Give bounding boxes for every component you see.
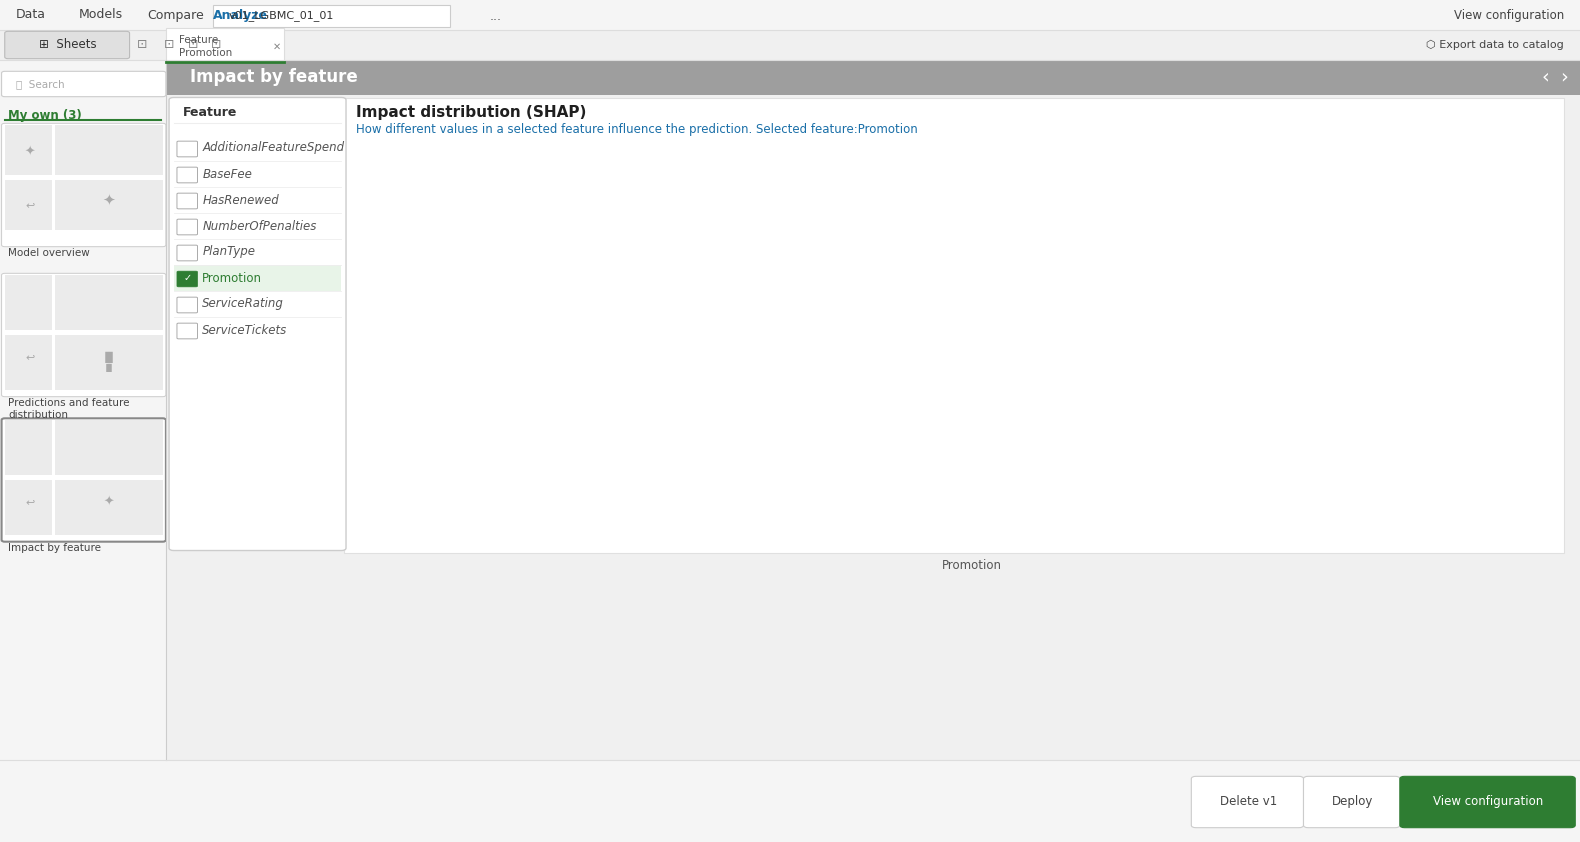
Text: ⊡: ⊡ <box>137 39 147 51</box>
Text: Deploy: Deploy <box>1332 795 1373 808</box>
PathPatch shape <box>1206 348 1307 386</box>
Text: ⊞  Sheets: ⊞ Sheets <box>40 39 96 51</box>
Text: Impact distribution (SHAP): Impact distribution (SHAP) <box>356 105 586 120</box>
Text: ↩: ↩ <box>25 352 35 362</box>
X-axis label: Promotion: Promotion <box>942 559 1002 572</box>
Text: ✦: ✦ <box>25 146 35 158</box>
Text: Data: Data <box>16 8 46 22</box>
Text: ▐▌: ▐▌ <box>101 351 117 363</box>
Text: ⊡: ⊡ <box>164 39 174 51</box>
Text: 🔍  Search: 🔍 Search <box>16 79 65 89</box>
Text: Promotion: Promotion <box>202 271 262 285</box>
Text: ServiceRating: ServiceRating <box>202 297 284 311</box>
Text: AdditionalFeatureSpend: AdditionalFeatureSpend <box>202 141 344 154</box>
Text: HasRenewed: HasRenewed <box>202 194 280 206</box>
Text: Impact by feature: Impact by feature <box>190 68 357 86</box>
Text: ⬡ Export data to catalog: ⬡ Export data to catalog <box>1427 40 1564 51</box>
Text: Promotion: Promotion <box>179 48 232 58</box>
Text: ✕: ✕ <box>272 42 281 52</box>
Text: Predictions and feature
distribution: Predictions and feature distribution <box>8 398 130 420</box>
Text: View configuration: View configuration <box>1433 795 1544 808</box>
Text: ✦: ✦ <box>104 495 114 509</box>
Text: NumberOfPenalties: NumberOfPenalties <box>202 220 316 232</box>
Text: How different values in a selected feature influence the prediction. Selected fe: How different values in a selected featu… <box>356 124 918 136</box>
Text: My own (3): My own (3) <box>8 109 82 121</box>
Text: ⊡: ⊡ <box>188 39 198 51</box>
Text: Model overview: Model overview <box>8 248 90 258</box>
Text: Compare: Compare <box>147 8 204 22</box>
Text: Delete v1: Delete v1 <box>1220 795 1277 808</box>
Text: v01_LGBMC_01_01: v01_LGBMC_01_01 <box>229 11 335 21</box>
Text: PlanType: PlanType <box>202 246 256 258</box>
Text: Feature: Feature <box>183 105 237 119</box>
Text: Models: Models <box>79 8 123 22</box>
Text: ServiceTickets: ServiceTickets <box>202 323 288 337</box>
Text: ›: › <box>1561 67 1567 87</box>
Text: BaseFee: BaseFee <box>202 168 253 180</box>
Text: ...: ... <box>490 9 502 23</box>
Text: ↩: ↩ <box>25 200 35 210</box>
Text: Feature: Feature <box>179 35 218 45</box>
Text: ⊡: ⊡ <box>212 39 221 51</box>
Text: ‹: ‹ <box>1542 67 1548 87</box>
Text: ✦: ✦ <box>103 193 115 207</box>
Text: ↩: ↩ <box>25 497 35 507</box>
Text: ▐▌: ▐▌ <box>103 363 115 371</box>
Y-axis label: Impact (SHAP): Impact (SHAP) <box>354 307 367 392</box>
Text: Impact by feature: Impact by feature <box>8 543 101 553</box>
Text: Analyze: Analyze <box>213 8 269 22</box>
Text: ✓: ✓ <box>183 273 191 283</box>
Text: View configuration: View configuration <box>1454 9 1564 23</box>
PathPatch shape <box>637 243 738 262</box>
